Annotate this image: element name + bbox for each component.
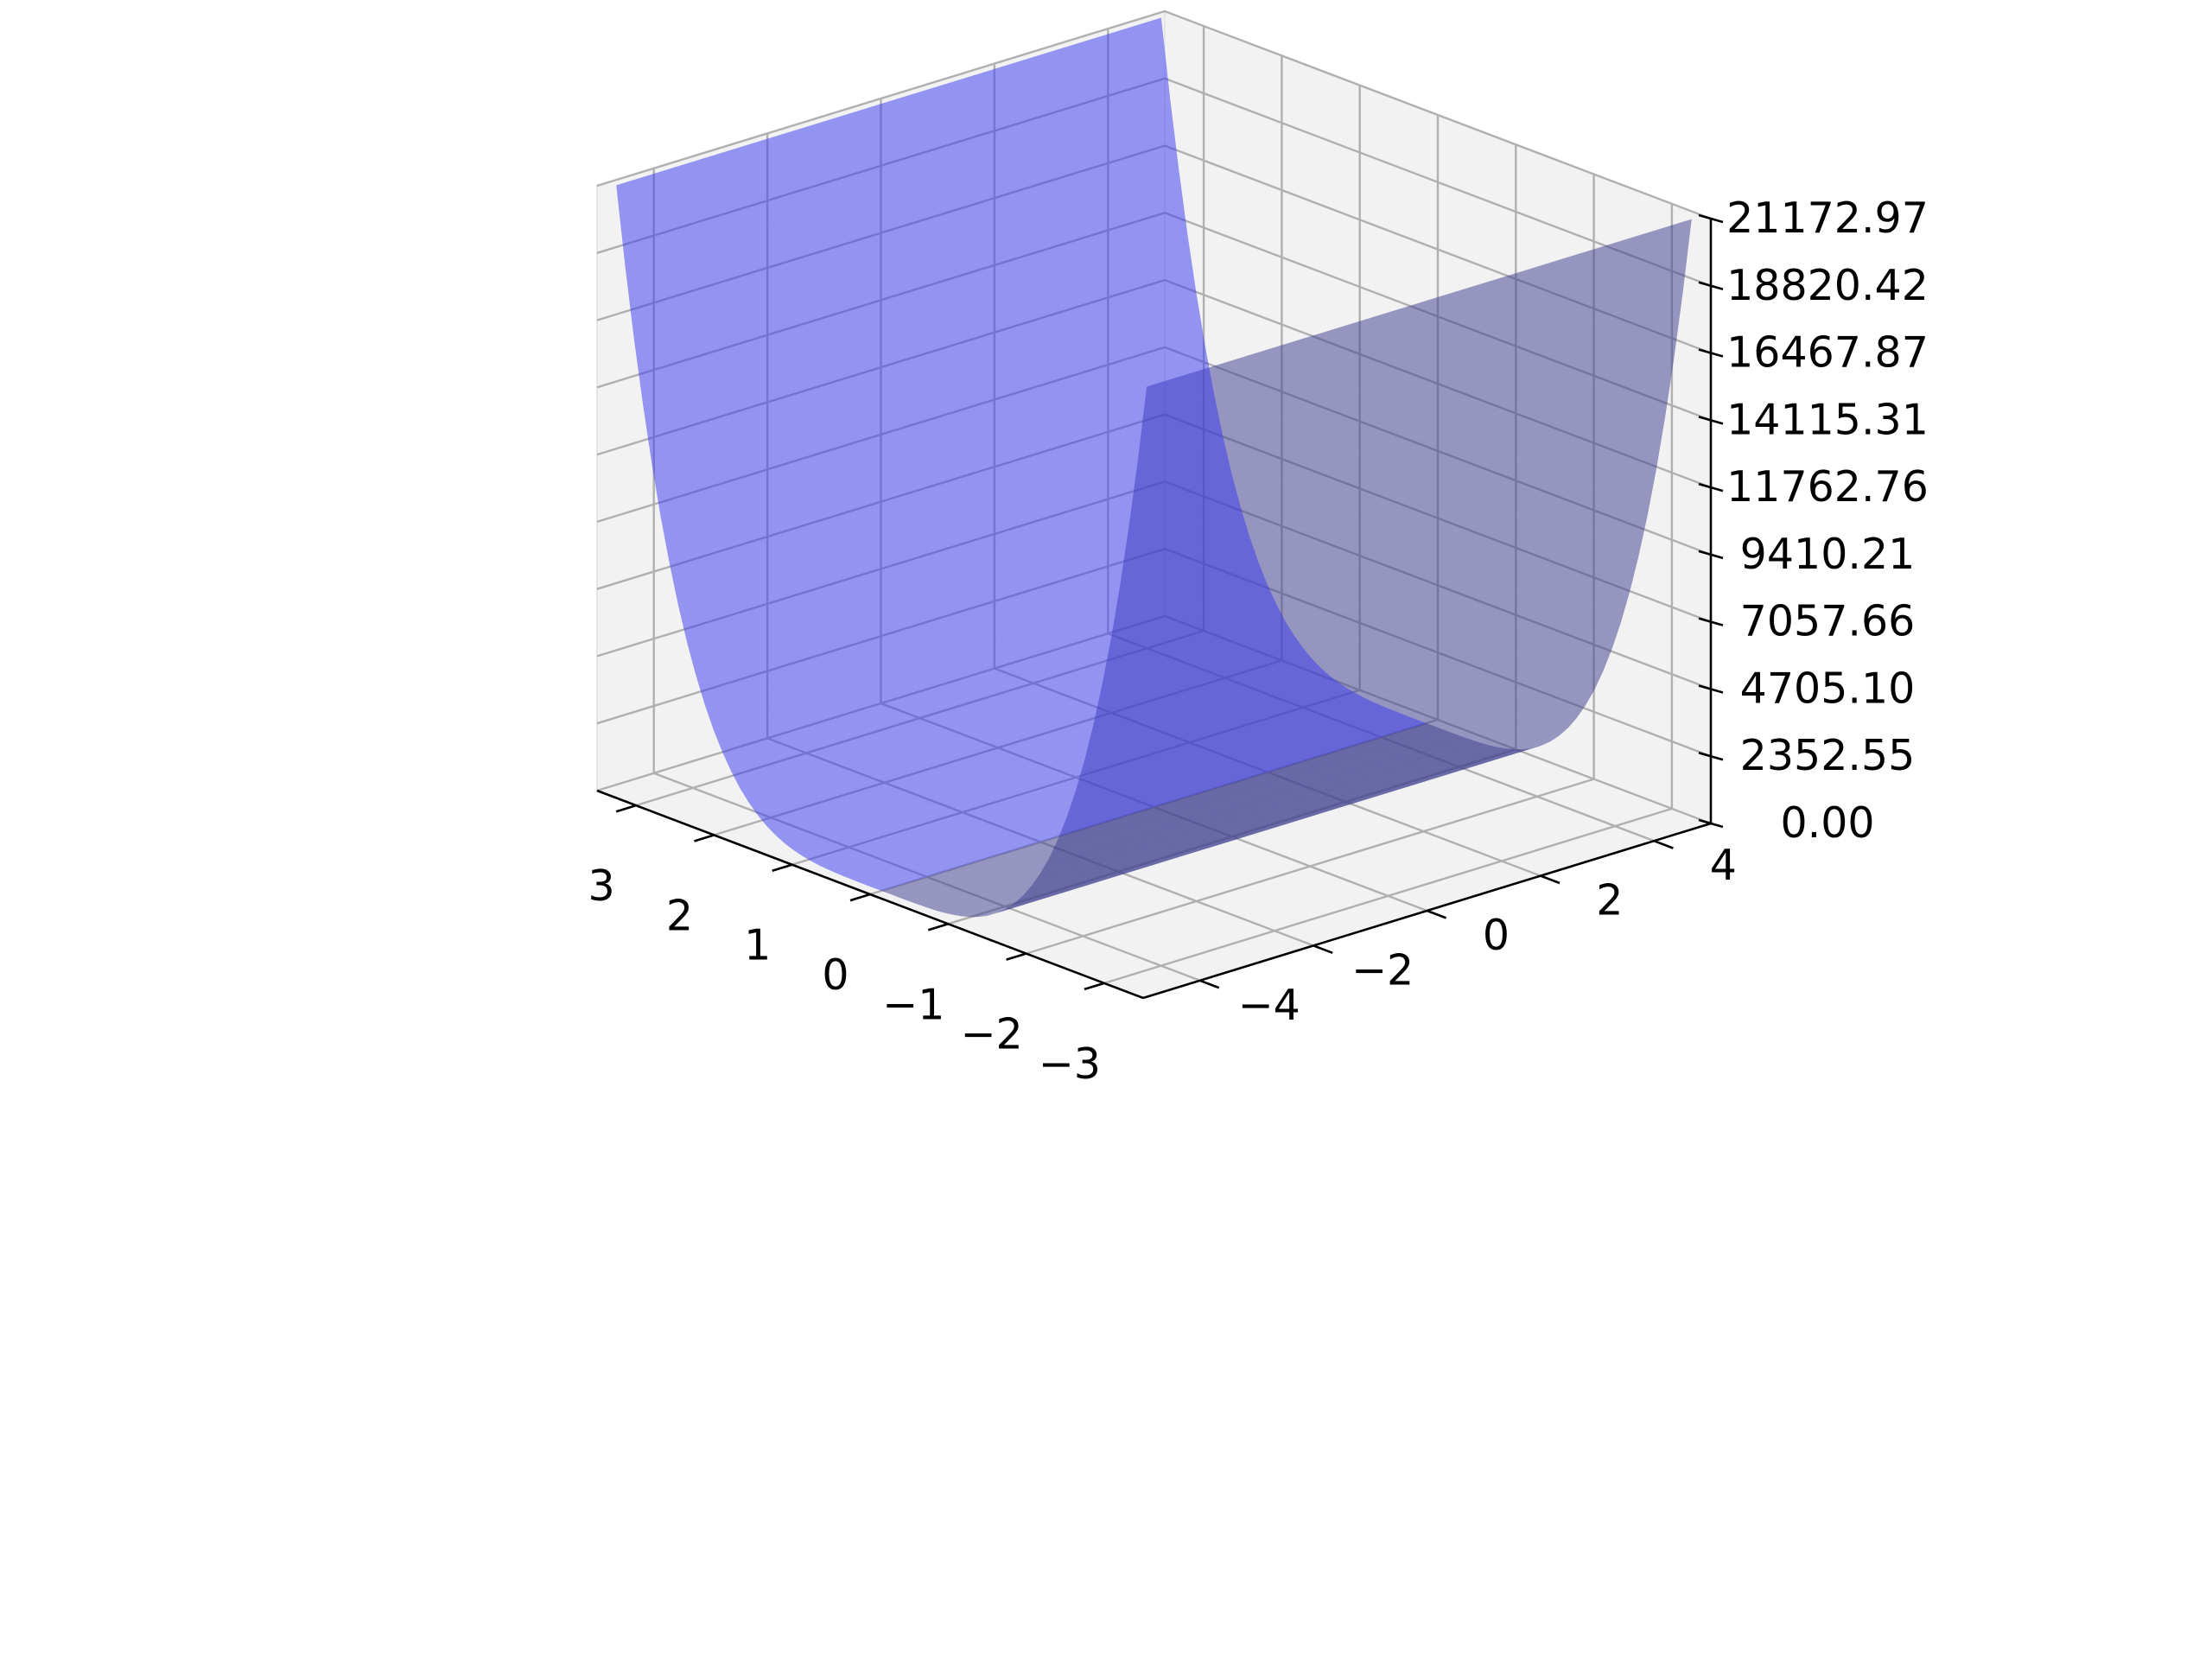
z-tick-mark [1698, 482, 1724, 493]
z-tick-mark [1698, 213, 1724, 224]
tick-marks [615, 213, 1724, 991]
y-tick-mark [1199, 979, 1220, 989]
surface-strip [899, 729, 1453, 901]
z-tick-label: 2352.55 [1740, 731, 1916, 780]
surface-strip [1120, 358, 1675, 585]
z-tick-mark [1698, 684, 1724, 694]
surface-strip [1137, 219, 1692, 461]
z-tick-label: 0.00 [1780, 798, 1874, 848]
surface-strip [837, 706, 1391, 878]
z-tick-mark [1698, 416, 1724, 425]
z-tick-label: 11762.76 [1726, 462, 1929, 512]
surface-strip [907, 733, 1462, 905]
surface-strip [757, 647, 1312, 826]
surface-strip [846, 709, 1401, 881]
surface-strip [660, 347, 1215, 563]
surface-strip [890, 726, 1445, 898]
x-tick-label: 0 [822, 950, 849, 1000]
surface-strip [775, 667, 1330, 843]
x-tick-label: −2 [960, 1010, 1022, 1059]
y-tick-mark [1540, 874, 1560, 885]
y-tick-label: 4 [1710, 841, 1737, 890]
surface-strip [784, 675, 1338, 850]
surface-strip [642, 235, 1197, 462]
z-tick-mark [1698, 550, 1724, 560]
surface-strip [687, 474, 1241, 676]
z-tick-label: 14115.31 [1726, 395, 1929, 444]
x-tick-mark [1006, 952, 1027, 961]
surface-strip [969, 749, 1524, 918]
surface-strip [987, 745, 1541, 916]
z-tick-mark [1698, 751, 1724, 761]
y-tick-label: 0 [1483, 911, 1510, 960]
surface-strip [917, 736, 1471, 907]
x-tick-mark [849, 893, 871, 902]
surface-strip [855, 713, 1409, 885]
surface-strip [713, 562, 1268, 753]
surface-strip [810, 693, 1365, 866]
surface-strip [766, 658, 1321, 836]
z-tick-label: 18820.42 [1726, 261, 1929, 310]
surface-strip [1128, 292, 1683, 526]
z-tick-mark [1698, 281, 1724, 291]
surface-strip [652, 295, 1206, 516]
surface-strip [677, 436, 1232, 642]
y-tick-mark [1653, 839, 1674, 849]
surface-strip [633, 170, 1188, 404]
surface-plot [616, 17, 1692, 918]
x-tick-mark [694, 834, 715, 842]
y-tick-mark [1313, 944, 1333, 955]
surface-strip [792, 682, 1347, 856]
surface-strip [625, 98, 1179, 338]
z-tick-mark [1698, 348, 1724, 358]
surface-strip [863, 716, 1418, 888]
y-tick-label: 2 [1596, 876, 1623, 925]
x-tick-label: −3 [1039, 1039, 1101, 1089]
y-tick-label: −2 [1351, 945, 1414, 995]
surface-strip [722, 584, 1276, 772]
surface-strip [731, 603, 1286, 789]
surface-strip [978, 747, 1533, 918]
tick-labels: −3 −2 −1 0 1 2 3 −4 −2 0 2 4 0.00 2352.55 4705.10 7057.… [588, 194, 1929, 1089]
surface-strip [669, 395, 1224, 605]
surface-strip [943, 745, 1497, 915]
y-tick-label: −4 [1238, 981, 1300, 1030]
z-tick-label: 9410.21 [1740, 530, 1916, 579]
x-tick-mark [615, 804, 637, 813]
x-tick-label: 1 [744, 921, 771, 970]
surface-strip [819, 697, 1374, 870]
z-tick-label: 7057.66 [1740, 597, 1916, 646]
surface-strip [952, 747, 1506, 917]
x-tick-mark [927, 923, 949, 931]
surface-strip [616, 17, 1171, 265]
surface-strip [748, 635, 1303, 816]
z-tick-label: 16467.87 [1726, 328, 1929, 378]
surface-strip [802, 688, 1356, 861]
z-tick-label: 4705.10 [1740, 664, 1916, 713]
surface-strip [828, 702, 1382, 874]
surface-strip [934, 742, 1489, 913]
surface-strip [925, 739, 1480, 911]
y-tick-mark [1427, 909, 1447, 919]
x-tick-label: 3 [588, 861, 615, 911]
surface-strip [872, 720, 1427, 891]
x-tick-label: 2 [666, 891, 693, 940]
z-tick-mark [1698, 617, 1724, 626]
surface-strip [704, 537, 1259, 730]
x-tick-mark [772, 863, 793, 873]
x-tick-mark [1084, 982, 1105, 991]
z-tick-label: 21172.97 [1726, 194, 1929, 243]
surface-strip [740, 620, 1294, 803]
x-tick-label: −1 [882, 980, 944, 1029]
surface-strip [881, 723, 1436, 894]
surface-strip [696, 507, 1250, 704]
z-gridline [596, 10, 1712, 220]
surface-strip [961, 748, 1516, 918]
z-tick-mark [1698, 818, 1724, 829]
